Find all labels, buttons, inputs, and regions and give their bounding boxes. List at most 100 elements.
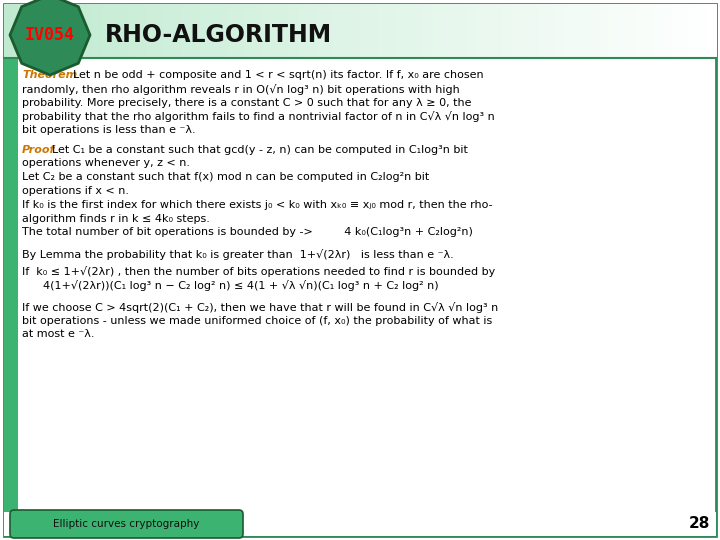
Bar [378, 4, 387, 58]
FancyBboxPatch shape [4, 4, 716, 536]
Bar [289, 4, 299, 58]
Bar [476, 4, 485, 58]
Bar [503, 4, 513, 58]
Bar [58, 4, 67, 58]
Text: If k₀ is the first index for which there exists j₀ < k₀ with xₖ₀ ≡ xⱼ₀ mod r, th: If k₀ is the first index for which there… [22, 200, 492, 210]
Bar [235, 4, 246, 58]
Bar [556, 4, 566, 58]
Bar [591, 4, 601, 58]
Bar [698, 4, 708, 58]
Text: operations if x < n.: operations if x < n. [22, 186, 129, 196]
Text: If  k₀ ≤ 1+√(2λr) , then the number of bits operations needed to find r is bound: If k₀ ≤ 1+√(2λr) , then the number of bi… [22, 266, 495, 277]
Bar [297, 4, 307, 58]
Bar [689, 4, 699, 58]
Text: Proof: Proof [22, 145, 55, 154]
Text: Let C₂ be a constant such that f(x) mod n can be computed in C₂log²n bit: Let C₂ be a constant such that f(x) mod … [22, 172, 429, 182]
Text: If we choose C > 4sqrt(2)(C₁ + C₂), then we have that r will be found in C√λ √n : If we choose C > 4sqrt(2)(C₁ + C₂), then… [22, 302, 498, 313]
Bar [40, 4, 50, 58]
Text: Elliptic curves cryptography: Elliptic curves cryptography [53, 519, 199, 529]
Bar [120, 4, 130, 58]
Bar [227, 4, 236, 58]
Text: algorithm finds r in k ≤ 4k₀ steps.: algorithm finds r in k ≤ 4k₀ steps. [22, 213, 210, 224]
Bar [271, 4, 281, 58]
Text: randomly, then rho algorithm reveals r in O(√n log³ n) bit operations with high: randomly, then rho algorithm reveals r i… [22, 84, 460, 95]
Bar [547, 4, 557, 58]
Bar [627, 4, 637, 58]
Bar [315, 4, 325, 58]
Bar [662, 4, 672, 58]
Bar [707, 4, 717, 58]
Bar [618, 4, 628, 58]
Text: 28: 28 [688, 516, 710, 531]
Bar [102, 4, 112, 58]
Bar [538, 4, 548, 58]
Bar [307, 4, 317, 58]
Bar [423, 4, 432, 58]
Bar [458, 4, 468, 58]
Bar [84, 4, 94, 58]
Text: Theorem: Theorem [22, 70, 77, 80]
Bar [574, 4, 583, 58]
Text: probability that the rho algorithm fails to find a nontrivial factor of n in C√λ: probability that the rho algorithm fails… [22, 111, 495, 123]
Bar [609, 4, 619, 58]
Bar [31, 4, 40, 58]
Bar [4, 512, 716, 536]
Bar [654, 4, 664, 58]
Polygon shape [10, 0, 90, 75]
Bar [395, 4, 405, 58]
Bar [325, 4, 334, 58]
Bar [387, 4, 397, 58]
Text: RHO-ALGORITHM: RHO-ALGORITHM [105, 23, 332, 47]
Bar [191, 4, 201, 58]
Bar [467, 4, 477, 58]
Bar [173, 4, 183, 58]
Bar [405, 4, 415, 58]
Text: bit operations - unless we made uniformed choice of (f, x₀) the probability of w: bit operations - unless we made uniforme… [22, 316, 492, 326]
Text: Let n be odd + composite and 1 < r < sqrt(n) its factor. If f, x₀ are chosen: Let n be odd + composite and 1 < r < sqr… [73, 70, 484, 80]
Text: bit operations is less than e ⁻λ.: bit operations is less than e ⁻λ. [22, 125, 196, 135]
Bar [413, 4, 423, 58]
Bar [485, 4, 495, 58]
Text: By Lemma the probability that k₀ is greater than  1+√(2λr)   is less than e ⁻λ.: By Lemma the probability that k₀ is grea… [22, 249, 454, 260]
Bar [48, 4, 58, 58]
Bar [138, 4, 148, 58]
Bar [4, 4, 14, 58]
Bar [164, 4, 174, 58]
Bar [244, 4, 254, 58]
Bar [253, 4, 263, 58]
Bar [493, 4, 503, 58]
Bar [369, 4, 379, 58]
Bar [351, 4, 361, 58]
Text: probability. More precisely, there is a constant C > 0 such that for any λ ≥ 0, : probability. More precisely, there is a … [22, 98, 472, 107]
Bar [333, 4, 343, 58]
Bar [440, 4, 450, 58]
Bar [146, 4, 156, 58]
Bar [200, 4, 210, 58]
Text: Let C₁ be a constant such that gcd(y - z, n) can be computed in C₁log³n bit: Let C₁ be a constant such that gcd(y - z… [52, 145, 468, 154]
Bar [521, 4, 530, 58]
Bar [75, 4, 85, 58]
Bar [13, 4, 23, 58]
Bar [511, 4, 521, 58]
Bar [22, 4, 32, 58]
Bar [680, 4, 690, 58]
Bar [280, 4, 289, 58]
Bar [564, 4, 575, 58]
Bar [156, 4, 165, 58]
Bar [360, 4, 370, 58]
Bar [4, 58, 18, 512]
Bar [182, 4, 192, 58]
Bar [645, 4, 654, 58]
Text: operations whenever y, z < n.: operations whenever y, z < n. [22, 158, 190, 168]
Bar [431, 4, 441, 58]
Bar [129, 4, 138, 58]
Text: 4(1+√(2λr))(C₁ log³ n − C₂ log² n) ≤ 4(1 + √λ √n)(C₁ log³ n + C₂ log² n): 4(1+√(2λr))(C₁ log³ n − C₂ log² n) ≤ 4(1… [22, 280, 438, 291]
Bar [209, 4, 219, 58]
Bar [342, 4, 352, 58]
Bar [66, 4, 76, 58]
Bar [636, 4, 646, 58]
Text: The total number of bit operations is bounded by ->         4 k₀(C₁log³n + C₂log: The total number of bit operations is bo… [22, 227, 473, 237]
FancyBboxPatch shape [10, 510, 243, 538]
Text: at most e ⁻λ.: at most e ⁻λ. [22, 329, 94, 340]
Bar [449, 4, 459, 58]
